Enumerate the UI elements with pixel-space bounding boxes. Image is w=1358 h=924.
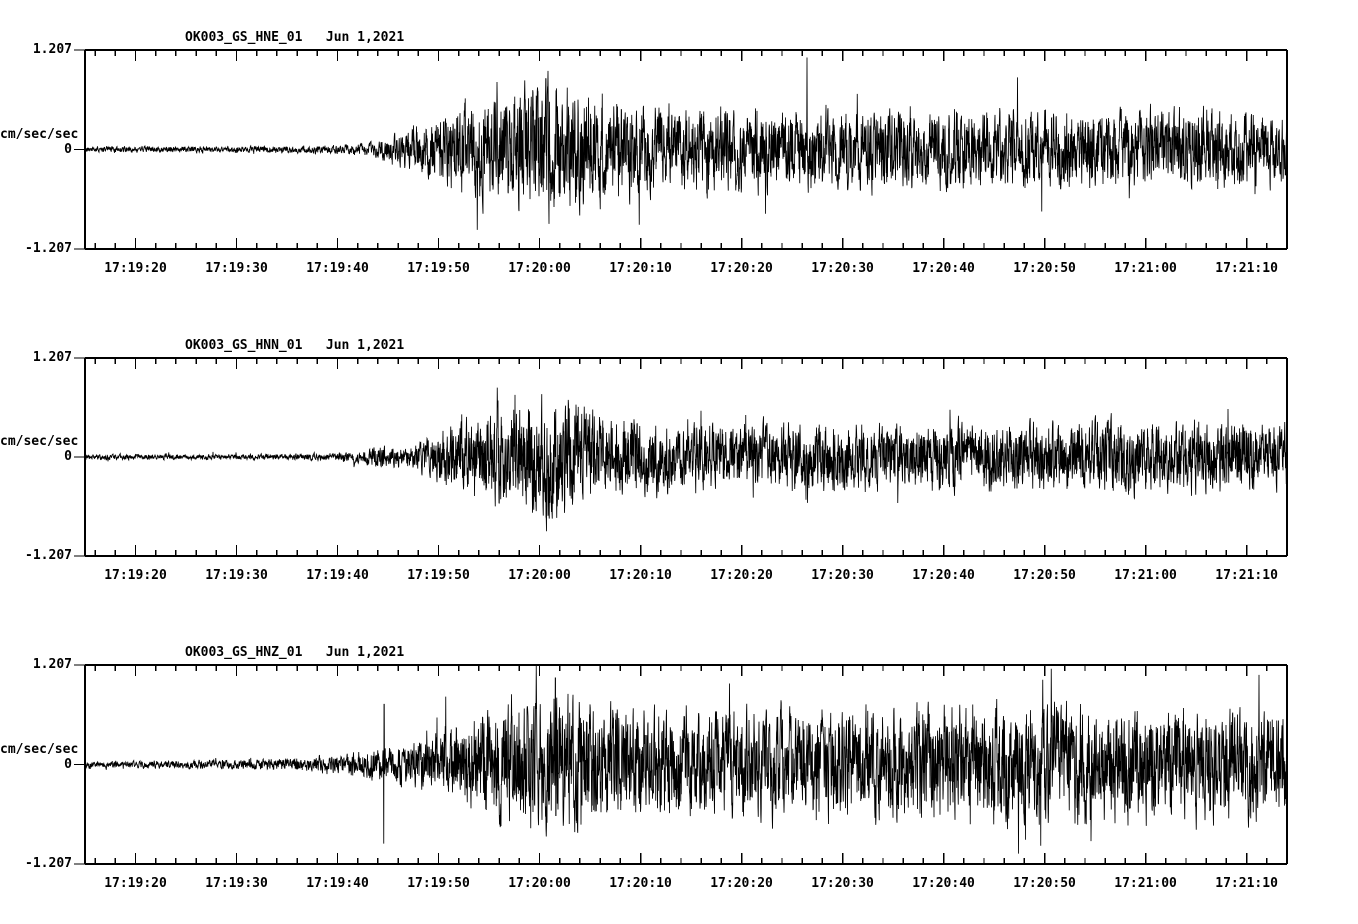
x-tick-label: 17:20:40	[912, 568, 975, 583]
x-tick-label: 17:19:30	[205, 876, 268, 891]
x-axis-ticks	[94, 665, 1288, 864]
x-tick-label: 17:19:40	[306, 876, 369, 891]
y-axis-unit-label: cm/sec/sec	[0, 741, 79, 757]
x-tick-label: 17:19:50	[407, 261, 470, 276]
y-axis-ticks	[74, 49, 85, 250]
x-axis-ticks	[94, 50, 1288, 249]
y-tick-label-min: -1.207	[25, 548, 72, 563]
panel-title: OK003_GS_HNE_01 Jun 1,2021	[185, 30, 405, 45]
x-tick-label: 17:21:00	[1114, 261, 1177, 276]
x-tick-label: 17:20:50	[1013, 876, 1076, 891]
y-axis-ticks	[74, 664, 85, 865]
axis-frame	[84, 664, 1288, 865]
panel-title: OK003_GS_HNZ_01 Jun 1,2021	[185, 645, 405, 660]
x-tick-label: 17:20:00	[508, 261, 571, 276]
y-tick-label-zero: 0	[64, 756, 72, 772]
x-tick-label: 17:21:10	[1215, 568, 1278, 583]
y-tick-label-max: 1.207	[32, 350, 72, 365]
y-tick-label-min: -1.207	[25, 856, 72, 871]
x-tick-label: 17:20:30	[811, 568, 874, 583]
axis-frame	[84, 357, 1288, 557]
x-tick-label: 17:19:20	[104, 876, 167, 891]
x-tick-label: 17:20:30	[811, 876, 874, 891]
x-tick-label: 17:19:30	[205, 261, 268, 276]
axis-frame	[84, 49, 1288, 250]
waveform-trace	[86, 57, 1286, 230]
y-tick-label-min: -1.207	[25, 241, 72, 256]
y-axis-unit-label: cm/sec/sec	[0, 434, 79, 449]
x-tick-label: 17:21:00	[1114, 876, 1177, 891]
waveform-trace	[86, 666, 1286, 854]
x-tick-label: 17:19:50	[407, 568, 470, 583]
x-tick-label: 17:19:20	[104, 261, 167, 276]
x-tick-label: 17:20:20	[710, 876, 773, 891]
x-tick-label: 17:21:10	[1215, 876, 1278, 891]
y-axis-unit-label: cm/sec/sec	[0, 126, 79, 142]
y-axis-ticks	[74, 357, 85, 557]
x-tick-label: 17:20:00	[508, 568, 571, 583]
y-tick-label-max: 1.207	[32, 42, 72, 57]
x-tick-label: 17:20:10	[609, 261, 672, 276]
x-tick-label: 17:20:30	[811, 261, 874, 276]
waveform-trace	[86, 387, 1286, 532]
x-tick-label: 17:20:20	[710, 261, 773, 276]
x-tick-label: 17:19:20	[104, 568, 167, 583]
x-axis-ticks	[94, 358, 1288, 556]
x-tick-label: 17:20:00	[508, 876, 571, 891]
x-tick-label: 17:19:50	[407, 876, 470, 891]
x-tick-label: 17:20:10	[609, 568, 672, 583]
panel-title: OK003_GS_HNN_01 Jun 1,2021	[185, 338, 405, 353]
y-tick-label-zero: 0	[64, 449, 72, 464]
x-tick-label: 17:20:10	[609, 876, 672, 891]
x-tick-label: 17:19:40	[306, 261, 369, 276]
x-tick-label: 17:20:40	[912, 261, 975, 276]
x-tick-label: 17:20:50	[1013, 568, 1076, 583]
x-tick-label: 17:21:00	[1114, 568, 1177, 583]
x-tick-label: 17:21:10	[1215, 261, 1278, 276]
y-tick-label-zero: 0	[64, 141, 72, 157]
x-tick-label: 17:20:50	[1013, 261, 1076, 276]
x-tick-label: 17:20:20	[710, 568, 773, 583]
x-tick-label: 17:19:40	[306, 568, 369, 583]
x-tick-label: 17:19:30	[205, 568, 268, 583]
y-tick-label-max: 1.207	[32, 657, 72, 672]
x-tick-label: 17:20:40	[912, 876, 975, 891]
